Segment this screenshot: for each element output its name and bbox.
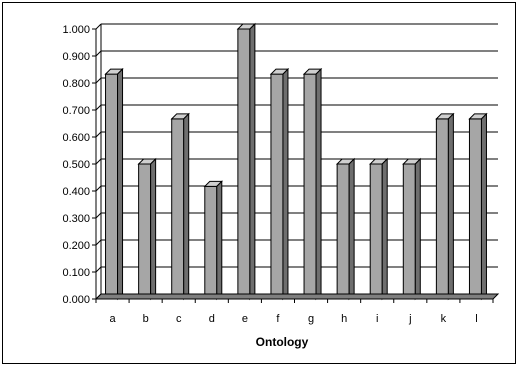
bar-side <box>183 112 190 301</box>
bar <box>170 112 190 301</box>
x-tick-labels: a b c d e f g h i j k l <box>109 313 477 325</box>
y-tick-label: 0.400 <box>62 186 90 198</box>
bar-front <box>468 118 482 300</box>
y-tick-label: 0.800 <box>62 78 90 90</box>
bar-front <box>237 28 251 300</box>
x-tick-label: e <box>242 313 248 325</box>
bar-front <box>171 118 185 300</box>
y-tick-labels: 0.000 0.100 0.200 0.300 0.400 0.500 0.600 0.700… <box>62 24 90 306</box>
bar <box>435 112 455 301</box>
bar <box>269 67 290 301</box>
gridline-diag <box>95 131 102 138</box>
bar <box>203 180 223 301</box>
bar-side <box>216 180 223 301</box>
gridline-diag <box>95 185 102 192</box>
bar-front <box>270 73 284 300</box>
gridlines <box>95 23 498 300</box>
axes <box>92 24 500 303</box>
y-tick-label: 0.900 <box>62 51 90 63</box>
bar-front <box>435 118 449 300</box>
bar-front <box>402 163 416 300</box>
bar <box>369 157 389 301</box>
bar-side <box>447 112 454 301</box>
x-tick-label: g <box>308 313 314 325</box>
x-tick-label: a <box>109 313 116 325</box>
y-tick-label: 0.000 <box>62 294 90 306</box>
gridline-diag <box>95 158 102 165</box>
x-tick-label: j <box>408 313 411 325</box>
bar-front <box>336 163 350 300</box>
bar-front <box>204 185 218 300</box>
bar-side <box>414 157 421 301</box>
x-tick-label: k <box>441 313 447 325</box>
gridline-diag <box>95 23 102 30</box>
y-tick-label: 0.100 <box>62 267 90 279</box>
bar <box>236 22 257 301</box>
bar <box>335 157 356 301</box>
bar-chart: 0.000 0.100 0.200 0.300 0.400 0.500 0.600 0.700… <box>62 22 500 349</box>
gridline-diag <box>95 50 102 57</box>
bar-side <box>282 67 289 301</box>
bar <box>104 67 124 301</box>
gridline-diag <box>95 77 102 84</box>
x-tick-label: h <box>341 313 347 325</box>
bar-side <box>480 112 487 301</box>
y-tick-label: 0.600 <box>62 132 90 144</box>
x-tick-label: i <box>376 313 378 325</box>
y-tick-label: 0.500 <box>62 159 90 171</box>
bar-side <box>348 157 355 301</box>
y-tick-label: 0.300 <box>62 213 90 225</box>
bar <box>468 112 488 301</box>
bar-side <box>249 22 256 301</box>
bar <box>137 157 157 301</box>
gridline-diag <box>95 266 102 273</box>
chart-frame: 0.000 0.100 0.200 0.300 0.400 0.500 0.600 0.700… <box>2 2 516 364</box>
gridline-diag <box>95 239 102 246</box>
bar-side <box>117 67 124 301</box>
y-tick-label: 0.700 <box>62 105 90 117</box>
y-tick-label: 0.200 <box>62 240 90 252</box>
x-tick-label: d <box>209 313 215 325</box>
bar-front <box>138 163 152 300</box>
bars <box>104 22 488 301</box>
bar <box>302 67 323 301</box>
x-axis-title: Ontology <box>256 335 309 349</box>
bar <box>402 157 422 301</box>
x-tick-label: l <box>475 313 477 325</box>
bar-side <box>315 67 322 301</box>
bar-front <box>303 73 317 300</box>
gridline-diag <box>95 212 102 219</box>
chart-floor <box>94 293 500 300</box>
bar-front <box>105 73 119 300</box>
x-tick-label: c <box>176 313 182 325</box>
bar-front <box>369 163 383 300</box>
gridline-diag <box>95 104 102 111</box>
y-tick-label: 1.000 <box>62 24 90 36</box>
x-tick-label: f <box>276 313 280 325</box>
bar-side <box>150 157 157 301</box>
x-tick-label: b <box>143 313 149 325</box>
bar-side <box>381 157 388 301</box>
